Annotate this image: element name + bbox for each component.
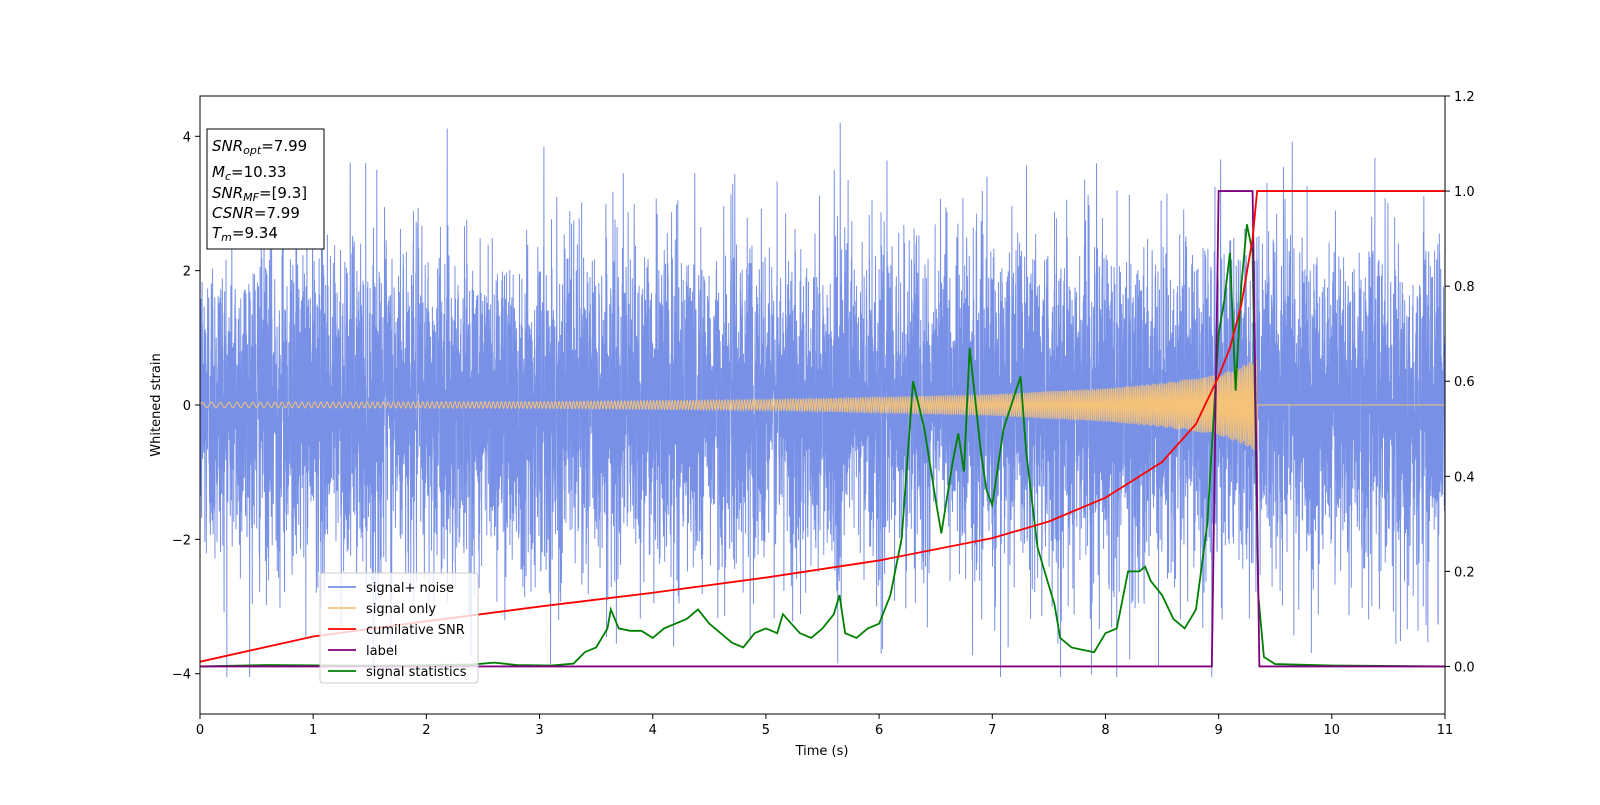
x-tick-label: 2	[422, 723, 430, 738]
annotation-box: SNRopt=7.99 Mc=10.33 SNRMF=[9.3] CSNR=7.…	[206, 128, 325, 250]
y-tick-label: 0	[183, 399, 191, 414]
x-tick-label: 1	[309, 723, 317, 738]
y2-tick-label: 1.2	[1454, 90, 1475, 105]
legend-label: signal+ noise	[366, 581, 454, 596]
x-axis-ticks: 0 1 2 3 4 5 6 7 8 9 10 11	[196, 714, 1453, 738]
x-axis-label: Time (s)	[795, 744, 849, 759]
x-tick-label: 10	[1324, 723, 1341, 738]
annotation-tm: Tm=9.34	[212, 224, 278, 244]
legend-entry: signal only	[328, 602, 436, 617]
annotation-snr-opt: SNRopt=7.99	[212, 137, 307, 157]
legend-entry: cumilative SNR	[328, 623, 465, 638]
legend-label: signal statistics	[366, 665, 467, 680]
legend-label: cumilative SNR	[366, 623, 465, 638]
y2-tick-label: 1.0	[1454, 185, 1475, 200]
legend-entry: signal+ noise	[328, 581, 454, 596]
x-tick-label: 4	[649, 723, 657, 738]
legend: signal+ noise signal only cumilative SNR la…	[319, 572, 479, 684]
y-axis-ticks: −4 −2 0 2 4	[172, 130, 200, 683]
x-tick-label: 8	[1101, 723, 1109, 738]
y2-tick-label: 0.6	[1454, 375, 1475, 390]
x-tick-label: 11	[1437, 723, 1454, 738]
y-tick-label: 4	[183, 130, 191, 145]
series-signal-statistics	[200, 224, 1445, 668]
series-signal-only	[200, 358, 1445, 452]
annotation-snr-mf: SNRMF=[9.3]	[212, 184, 307, 204]
y2-tick-label: 0.4	[1454, 470, 1475, 485]
legend-entry: label	[328, 644, 397, 659]
y2-tick-label: 0.8	[1454, 280, 1475, 295]
y2-tick-label: 0.0	[1454, 660, 1475, 675]
annotation-mc: Mc=10.33	[212, 163, 287, 183]
legend-entry: signal statistics	[328, 665, 467, 680]
y2-axis-ticks: 0.0 0.2 0.4 0.6 0.8 1.0 1.2	[1445, 90, 1475, 675]
legend-label: label	[366, 644, 397, 659]
x-tick-label: 6	[875, 723, 883, 738]
y-axis-label: Whitened strain	[149, 353, 164, 456]
series-cumilative-snr	[200, 190, 1445, 663]
y-tick-label: −4	[172, 668, 191, 683]
annotation-csnr: CSNR=7.99	[212, 204, 300, 222]
y-tick-label: 2	[183, 265, 191, 280]
x-tick-label: 3	[535, 723, 543, 738]
legend-label: signal only	[366, 602, 436, 617]
x-tick-label: 0	[196, 723, 204, 738]
y2-tick-label: 0.2	[1454, 565, 1475, 580]
series-label	[200, 190, 1445, 668]
x-tick-label: 9	[1214, 723, 1222, 738]
x-tick-label: 7	[988, 723, 996, 738]
x-tick-label: 5	[762, 723, 770, 738]
y-tick-label: −2	[172, 533, 191, 548]
